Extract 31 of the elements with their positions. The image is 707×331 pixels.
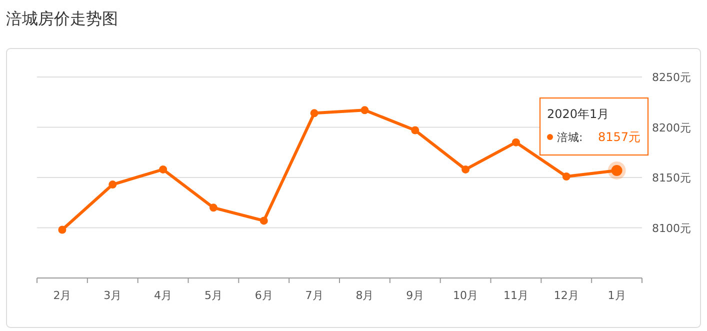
- point: [260, 216, 268, 225]
- point: [411, 126, 420, 134]
- x-tick-label: 2月: [53, 289, 72, 302]
- annotation: 2020年1月: [547, 107, 610, 121]
- point: [462, 165, 470, 174]
- x-tick-label: 11月: [503, 289, 528, 302]
- x-tick-label: 9月: [406, 289, 424, 302]
- point: [310, 109, 318, 118]
- point: [360, 106, 369, 114]
- y-tick-label: 8100元: [652, 222, 691, 235]
- chart-title: 涪城房价走势图: [6, 9, 118, 28]
- x-tick-label: 3月: [104, 289, 122, 302]
- x-tick-label: 12月: [554, 289, 579, 302]
- y-tick-label: 8200元: [652, 121, 691, 134]
- legend-label: 涪城:: [557, 131, 583, 144]
- x-tick-label: 1月: [608, 289, 626, 302]
- point: [209, 204, 218, 212]
- y-tick-label: 8250元: [652, 71, 691, 84]
- x-tick-label: 6月: [254, 289, 273, 302]
- point: [108, 180, 117, 189]
- point: [512, 138, 520, 146]
- x-tick-label: 5月: [204, 289, 222, 302]
- point: [58, 226, 66, 234]
- x-tick-label: 7月: [305, 289, 324, 302]
- x-tick-label: 10月: [453, 289, 478, 302]
- x-tick-label: 8月: [356, 289, 374, 302]
- point: [159, 165, 168, 174]
- y-tick-label: 8150元: [652, 172, 691, 184]
- x-tick-label: 4月: [154, 289, 172, 302]
- point: [562, 172, 570, 180]
- data-label: 8157元: [598, 130, 641, 144]
